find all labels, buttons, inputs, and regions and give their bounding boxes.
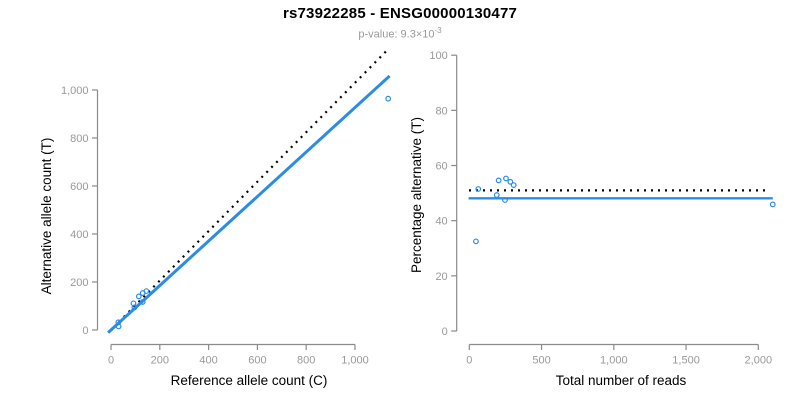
- y-tick-label: 100: [429, 50, 447, 62]
- fit-line: [107, 74, 391, 334]
- x-tick-label: 1,000: [600, 355, 628, 367]
- y-tick-label: 600: [70, 181, 88, 193]
- data-point: [507, 178, 514, 185]
- data-point: [475, 186, 482, 192]
- data-point: [135, 293, 142, 300]
- x-tick-label: 1,500: [672, 355, 700, 367]
- pvalue-exponent: -3: [434, 26, 442, 35]
- x-tick-label: 400: [199, 355, 217, 367]
- data-point: [143, 288, 150, 295]
- right-plot-ylabel: Percentage alternative (T): [409, 117, 424, 273]
- y-tick-label: 800: [70, 133, 88, 145]
- data-point: [130, 300, 137, 307]
- chart-header: rs73922285 - ENSG00000130477 p-value: 9.…: [0, 5, 800, 41]
- x-tick-label: 600: [248, 355, 266, 367]
- chart-title: rs73922285 - ENSG00000130477: [282, 5, 518, 22]
- x-tick-label: 2,000: [745, 355, 773, 367]
- data-point: [115, 319, 122, 326]
- data-point: [769, 201, 776, 208]
- y-tick-label: 1,000: [61, 85, 89, 97]
- chart-subtitle: p-value: 9.3×10-3: [0, 26, 800, 41]
- x-tick-label: 500: [532, 355, 550, 367]
- x-tick-label: 0: [466, 355, 472, 367]
- right-plot-axes: 0 20 40 60 80 100 0 500 1,000 1,500 2,000: [429, 50, 772, 366]
- left-plot-xlabel: Reference allele count (C): [171, 373, 328, 388]
- data-point: [385, 95, 392, 102]
- right-plot-xlabel: Total number of reads: [556, 373, 687, 388]
- x-tick-label: 1,000: [341, 355, 369, 367]
- pvalue-text: p-value: 9.3×10: [358, 28, 435, 41]
- expected-identity-line: [108, 50, 388, 333]
- y-tick-label: 40: [435, 216, 447, 228]
- y-tick-label: 0: [82, 325, 88, 337]
- data-point: [502, 197, 508, 203]
- left-plot: 0 200 400 600 800 1,000 0 200 400 600 800 1,000 Ref…: [39, 50, 392, 388]
- data-point: [503, 175, 509, 182]
- data-point: [139, 299, 146, 305]
- left-plot-marks: [107, 50, 392, 334]
- y-tick-label: 200: [70, 277, 88, 289]
- x-tick-label: 200: [151, 355, 169, 367]
- left-plot-axes: 0 200 400 600 800 1,000 0 200 400 600 800 1,000: [61, 85, 369, 367]
- y-tick-label: 0: [442, 326, 448, 338]
- y-tick-label: 80: [435, 105, 447, 117]
- y-tick-label: 400: [70, 229, 88, 241]
- y-tick-label: 20: [435, 271, 447, 283]
- data-point: [510, 182, 517, 189]
- right-plot-marks: [468, 175, 776, 245]
- y-tick-label: 60: [435, 161, 447, 173]
- data-point: [493, 192, 500, 198]
- right-plot: 0 20 40 60 80 100 0 500 1,000 1,500 2,000 Total nu…: [409, 50, 776, 388]
- x-tick-label: 0: [108, 355, 114, 367]
- x-tick-label: 800: [297, 355, 315, 367]
- data-point: [495, 177, 502, 184]
- data-point: [473, 238, 479, 245]
- left-plot-ylabel: Alternative allele count (T): [39, 138, 54, 295]
